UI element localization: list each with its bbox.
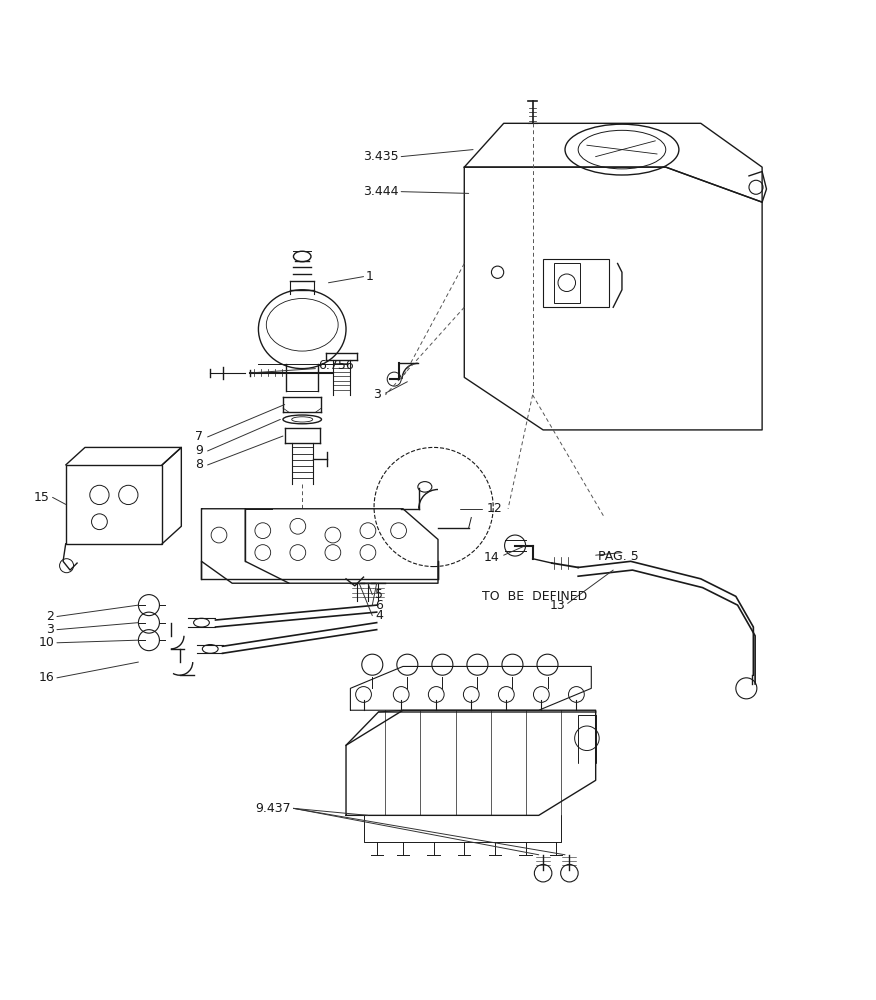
Text: 1: 1 [366,270,374,283]
Text: 5: 5 [375,588,383,601]
Text: 10: 10 [39,636,54,649]
Text: 3.435: 3.435 [363,150,399,163]
Text: 3.444: 3.444 [363,185,399,198]
Text: 4: 4 [375,609,383,622]
Text: 6.756: 6.756 [318,359,354,372]
Text: 16: 16 [39,671,54,684]
Bar [543,259,609,307]
Text: 15: 15 [34,491,50,504]
Text: 2: 2 [46,610,54,623]
Text: 8: 8 [195,458,203,471]
Text: 3: 3 [373,388,381,401]
Text: 7: 7 [195,430,203,443]
Text: PAG. 5: PAG. 5 [598,550,639,563]
Text: 3: 3 [46,623,54,636]
Text: 6: 6 [375,599,383,612]
Bar [66,465,162,544]
Text: 14: 14 [484,551,499,564]
Text: 9: 9 [195,444,203,457]
Bar [554,263,580,303]
Text: 12: 12 [486,502,502,515]
Text: 13: 13 [549,599,565,612]
Text: 9.437: 9.437 [255,802,291,815]
Text: TO  BE  DEFINED: TO BE DEFINED [482,590,587,603]
